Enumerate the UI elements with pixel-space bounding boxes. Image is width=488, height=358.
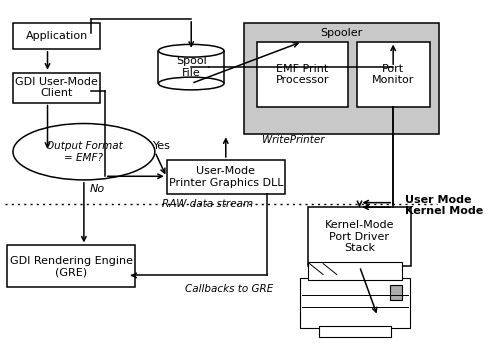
Ellipse shape [13,124,155,180]
Text: Application: Application [25,31,88,41]
Bar [244,24,439,135]
Bar [357,42,429,107]
Bar [7,245,135,287]
Text: RAW data stream: RAW data stream [162,199,253,209]
Bar [159,51,224,83]
Bar [167,160,285,194]
Text: WritePrinter: WritePrinter [262,135,325,145]
Text: GDI Rendering Engine
(GRE): GDI Rendering Engine (GRE) [10,256,133,277]
Text: EMF Print
Processor: EMF Print Processor [275,64,329,85]
Text: User Mode: User Mode [405,195,471,205]
Bar [307,262,402,280]
Text: Kernel-Mode
Port Driver
Stack: Kernel-Mode Port Driver Stack [325,220,394,253]
Ellipse shape [159,77,224,90]
Bar [13,24,100,49]
Text: Kernel Mode: Kernel Mode [405,206,483,216]
Bar [13,73,100,103]
Text: Output Format
= EMF?: Output Format = EMF? [45,141,122,163]
Text: Spool
File: Spool File [176,56,206,78]
Text: Port
Monitor: Port Monitor [372,64,414,85]
Text: Callbacks to GRE: Callbacks to GRE [185,284,273,294]
Text: Spooler: Spooler [320,28,363,38]
Ellipse shape [159,44,224,57]
Bar [301,278,409,328]
Text: GDI User-Mode
Client: GDI User-Mode Client [15,77,98,98]
Bar [257,42,347,107]
Bar [307,207,411,266]
Text: Yes: Yes [153,141,171,151]
Bar [319,326,391,337]
Bar [389,285,402,300]
Text: User-Mode
Printer Graphics DLL: User-Mode Printer Graphics DLL [168,166,283,188]
Text: No: No [90,184,105,194]
